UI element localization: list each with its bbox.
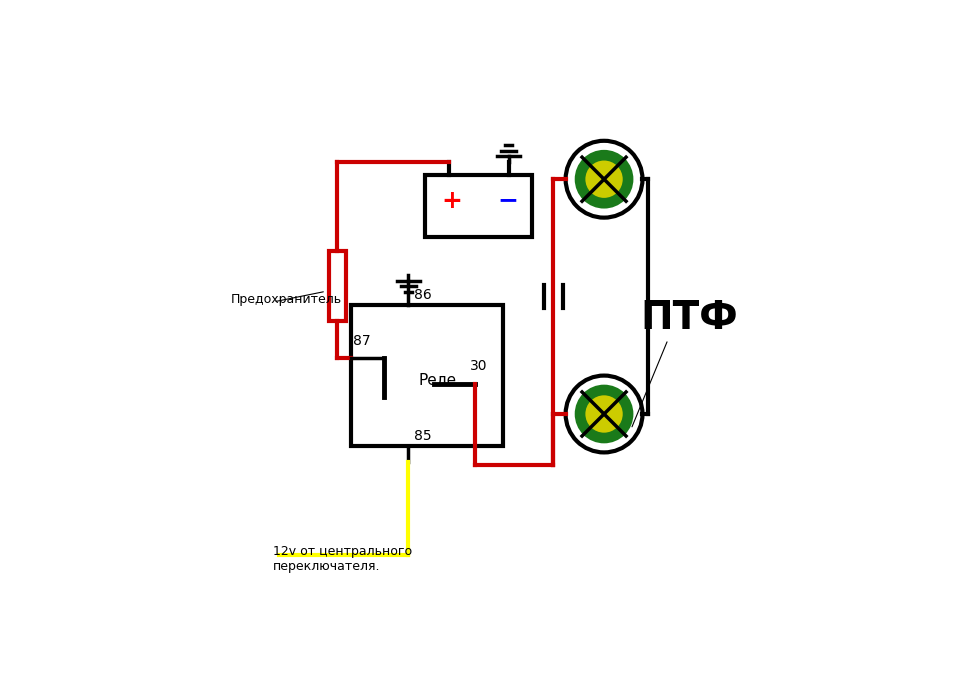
Text: −: −	[497, 188, 518, 213]
Text: ПТФ: ПТФ	[640, 299, 738, 337]
Bar	[350, 305, 503, 446]
Circle shape	[575, 150, 634, 209]
Text: 12v от центрального
переключателя.: 12v от центрального переключателя.	[274, 545, 413, 572]
Circle shape	[575, 385, 634, 444]
Text: 86: 86	[414, 288, 431, 302]
Bar	[328, 252, 346, 321]
Text: Предохранитель: Предохранитель	[230, 292, 342, 306]
Circle shape	[586, 395, 623, 432]
Bar	[425, 175, 532, 236]
Text: +: +	[442, 188, 463, 213]
Text: 85: 85	[414, 430, 431, 444]
Text: 87: 87	[353, 333, 371, 348]
Text: 30: 30	[470, 359, 488, 373]
Circle shape	[586, 161, 623, 198]
Text: Реле: Реле	[419, 373, 456, 388]
